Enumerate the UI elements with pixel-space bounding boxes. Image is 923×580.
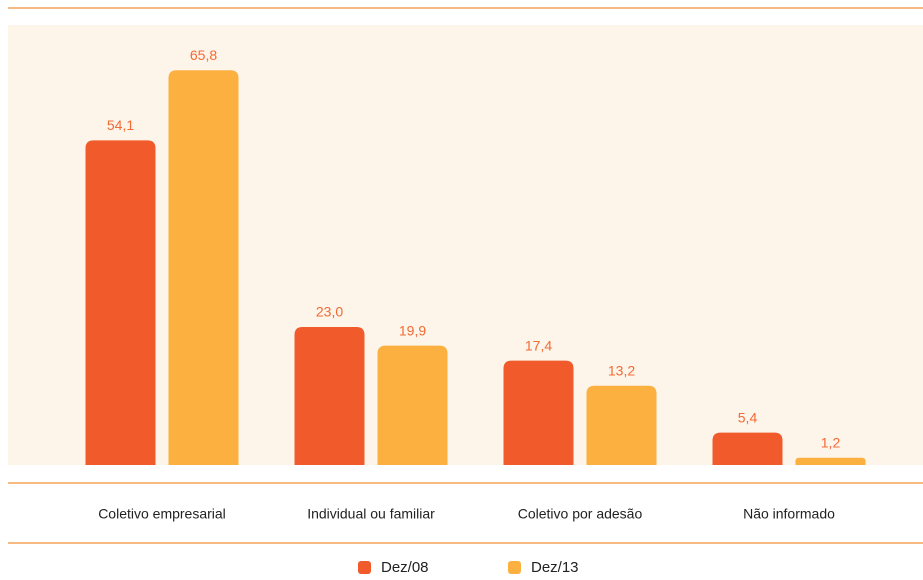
x-tick-label: Coletivo empresarial [98, 506, 226, 522]
bar [168, 70, 239, 465]
x-tick-label: Individual ou familiar [307, 506, 435, 522]
value-label: 65,8 [190, 47, 217, 63]
value-label: 1,2 [821, 435, 841, 451]
legend-label: Dez/08 [381, 559, 429, 576]
value-label: 5,4 [738, 409, 758, 425]
legend-label: Dez/13 [531, 559, 579, 576]
bar [294, 327, 365, 465]
bar [795, 457, 866, 465]
x-tick-label: Não informado [743, 506, 835, 522]
legend-swatch [508, 561, 521, 574]
bar [503, 360, 574, 465]
value-label: 23,0 [316, 304, 343, 320]
x-tick-label: Coletivo por adesão [518, 506, 643, 522]
bar [85, 140, 156, 465]
legend-swatch [358, 561, 371, 574]
bar [377, 345, 448, 465]
value-label: 54,1 [107, 117, 134, 133]
bar [712, 432, 783, 465]
bar [586, 385, 657, 465]
value-label: 13,2 [608, 363, 635, 379]
plot-background [8, 25, 923, 465]
value-label: 19,9 [399, 322, 426, 338]
value-label: 17,4 [525, 337, 552, 353]
